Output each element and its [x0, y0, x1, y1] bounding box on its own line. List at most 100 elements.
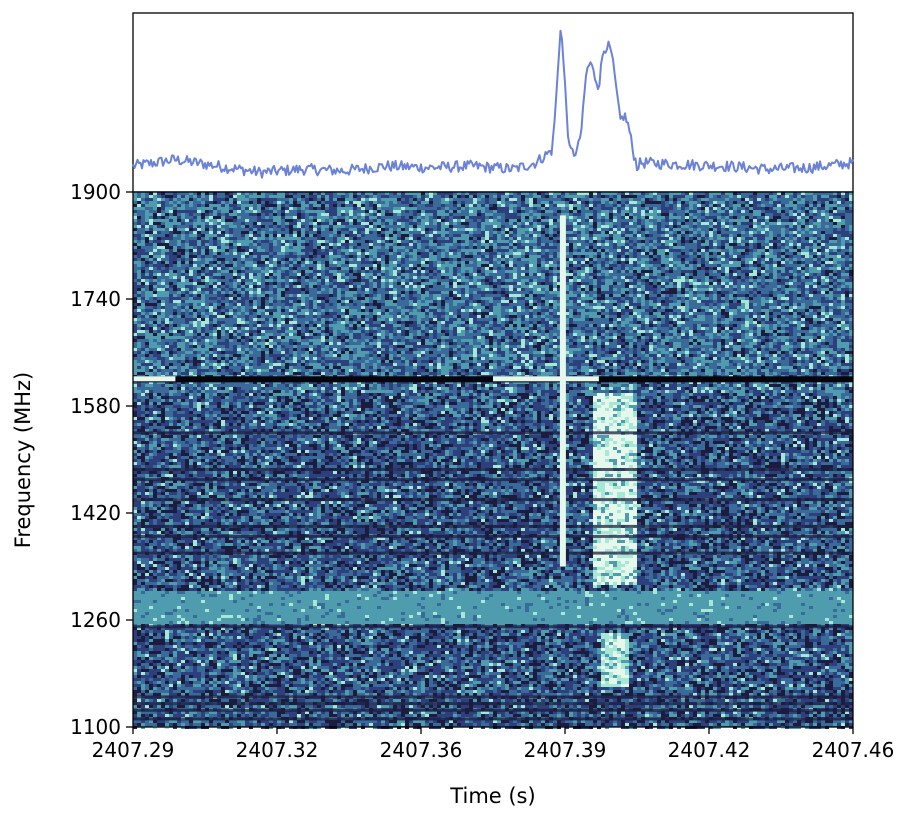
spectrogram-cell — [649, 255, 653, 258]
spectrogram-cell — [185, 243, 189, 246]
spectrogram-cell — [361, 258, 365, 261]
spectrogram-cell — [313, 225, 317, 228]
spectrogram-cell — [577, 207, 581, 210]
spectrogram-cell — [409, 234, 413, 237]
spectrogram-cell — [513, 306, 517, 309]
spectrogram-cell — [497, 195, 501, 198]
spectrogram-cell — [285, 273, 289, 276]
spectrogram-cell — [621, 225, 625, 228]
spectrogram-cell — [293, 312, 297, 315]
spectrogram-cell — [489, 240, 493, 243]
spectrogram-cell — [637, 201, 641, 204]
spectrogram-cell — [597, 297, 601, 300]
spectrogram-cell — [245, 198, 249, 201]
spectrogram-cell — [165, 210, 169, 213]
spectrogram-cell — [425, 216, 429, 219]
spectrogram-cell — [685, 303, 689, 306]
spectrogram-cell — [777, 216, 781, 219]
spectrogram-cell — [153, 201, 157, 204]
spectrogram-cell — [589, 264, 593, 267]
spectrogram-cell — [845, 288, 849, 291]
spectrogram-cell — [773, 255, 777, 258]
spectrogram-cell — [153, 303, 157, 306]
spectrogram-cell — [273, 291, 277, 294]
spectrogram-cell — [493, 270, 497, 273]
spectrogram-cell — [513, 231, 517, 234]
spectrogram-cell — [529, 198, 533, 201]
spectrogram-cell — [529, 297, 533, 300]
spectrogram-cell — [553, 300, 557, 303]
spectrogram-cell — [349, 195, 353, 198]
spectrogram-cell — [189, 201, 193, 204]
spectrogram-cell — [209, 288, 213, 291]
spectrogram-cell — [461, 252, 465, 255]
spectrogram-cell — [417, 285, 421, 288]
spectrogram-cell — [421, 264, 425, 267]
spectrogram-cell — [397, 267, 401, 270]
spectrogram-cell — [493, 285, 497, 288]
spectrogram-cell — [445, 213, 449, 216]
spectrogram-cell — [477, 309, 481, 312]
spectrogram-cell — [669, 243, 673, 246]
spectrogram-cell — [429, 285, 433, 288]
spectrogram-cell — [569, 201, 573, 204]
spectrogram-cell — [349, 294, 353, 297]
spectrogram-cell — [345, 306, 349, 309]
spectrogram-cell — [245, 264, 249, 267]
spectrogram-cell — [253, 225, 257, 228]
spectrogram-cell — [269, 246, 273, 249]
spectrogram-cell — [529, 270, 533, 273]
spectrogram-cell — [761, 285, 765, 288]
spectrogram-cell — [649, 261, 653, 264]
spectrogram-cell — [177, 216, 181, 219]
spectrogram-cell — [629, 285, 633, 288]
spectrogram-cell — [321, 288, 325, 291]
spectrogram-cell — [501, 249, 505, 252]
spectrogram-cell — [677, 255, 681, 258]
spectrogram-cell — [225, 246, 229, 249]
spectrogram-cell — [189, 303, 193, 306]
spectrogram-cell — [721, 291, 725, 294]
spectrogram-cell — [641, 270, 645, 273]
spectrogram-cell — [505, 195, 509, 198]
spectrogram-cell — [369, 273, 373, 276]
spectrogram-cell — [765, 273, 769, 276]
spectrogram-cell — [405, 309, 409, 312]
spectrogram-cell — [697, 267, 701, 270]
spectrogram-cell — [169, 207, 173, 210]
spectrogram-cell — [193, 240, 197, 243]
spectrogram-cell — [813, 222, 817, 225]
spectrogram-cell — [797, 243, 801, 246]
spectrogram-cell — [797, 252, 801, 255]
spectrogram-cell — [337, 306, 341, 309]
spectrogram-cell — [597, 270, 601, 273]
spectrogram-cell — [805, 252, 809, 255]
spectrogram-cell — [241, 309, 245, 312]
spectrogram-cell — [845, 300, 849, 303]
spectrogram-cell — [489, 237, 493, 240]
spectrogram-cell — [237, 279, 241, 282]
spectrogram-cell — [589, 243, 593, 246]
spectrogram-cell — [477, 237, 481, 240]
spectrogram-cell — [389, 264, 393, 267]
spectrogram-cell — [229, 198, 233, 201]
spectrogram-cell — [345, 207, 349, 210]
spectrogram-cell — [681, 264, 685, 267]
spectrogram-cell — [153, 306, 157, 309]
spectrogram-cell — [397, 276, 401, 279]
spectrogram-cell — [793, 249, 797, 252]
spectrogram-cell — [537, 297, 541, 300]
spectrogram-cell — [793, 228, 797, 231]
spectrogram-cell — [501, 225, 505, 228]
spectrogram-cell — [741, 243, 745, 246]
spectrogram-cell — [421, 291, 425, 294]
spectrogram-cell — [785, 222, 789, 225]
spectrogram-cell — [413, 207, 417, 210]
spectrogram-cell — [137, 264, 141, 267]
spectrogram-cell — [661, 195, 665, 198]
spectrogram-cell — [137, 249, 141, 252]
spectrogram-cell — [425, 294, 429, 297]
spectrogram-cell — [701, 195, 705, 198]
spectrogram-cell — [605, 243, 609, 246]
spectrogram-cell — [629, 258, 633, 261]
